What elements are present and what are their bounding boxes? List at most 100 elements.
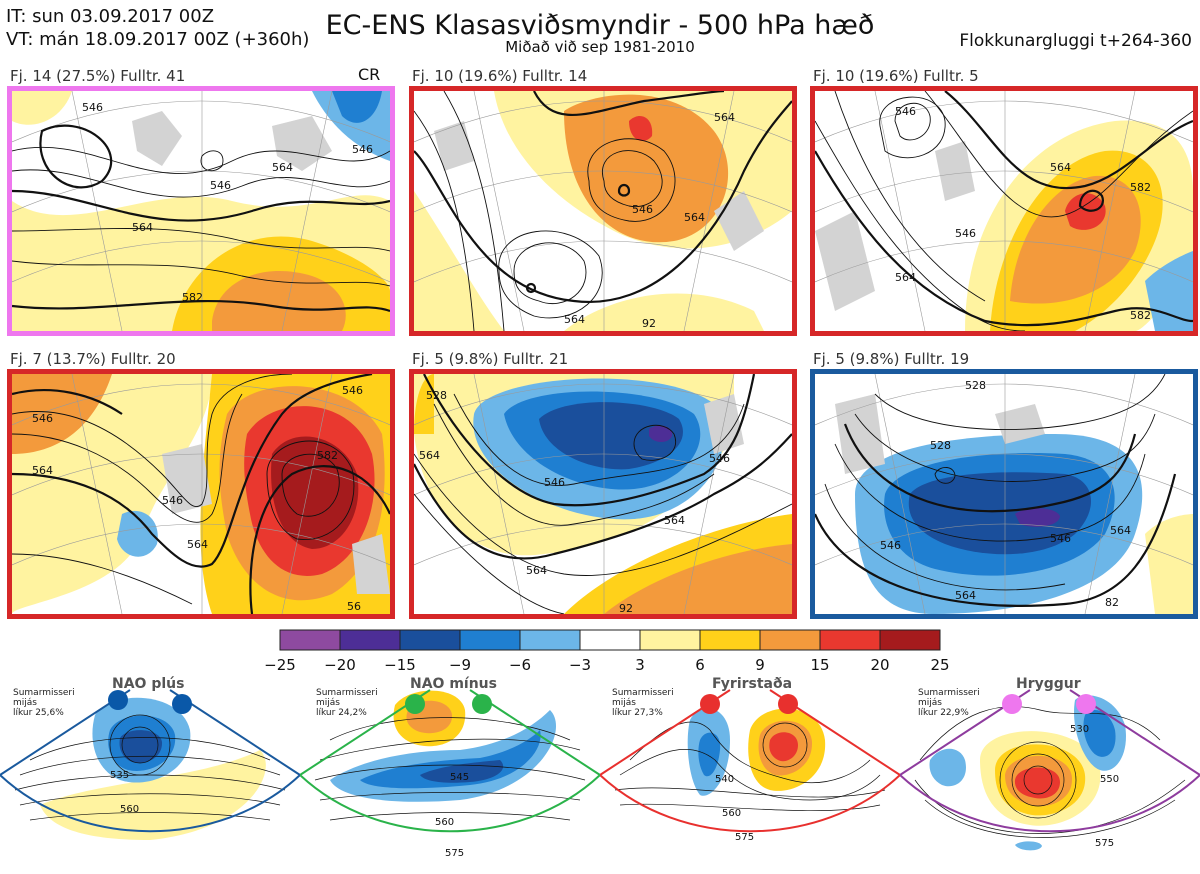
regime-text-1: Sumarmisseri <box>13 688 75 698</box>
contour-label: 546 <box>342 384 363 397</box>
contour-label: 582 <box>1130 181 1151 194</box>
colorbar-tick-label: −15 <box>384 656 416 674</box>
contour-label: 546 <box>1050 532 1071 545</box>
contour-label: 528 <box>965 379 986 392</box>
regime-title: NAO plús <box>112 676 185 692</box>
contour-label: 564 <box>1050 161 1071 174</box>
panel-label-6: Fj. 5 (9.8%) Fulltr. 19 <box>813 350 970 368</box>
regime-marker-dot <box>405 694 425 714</box>
regime-ridge[interactable]: 530 550 575 Hryggur Sumarmisseri mijás l… <box>899 630 1200 870</box>
contour-label: 564 <box>187 538 208 551</box>
contour-label: 575 <box>735 832 754 843</box>
panel-label-1: Fj. 14 (27.5%) Fulltr. 41 <box>10 67 186 85</box>
contour-label: 564 <box>1110 524 1131 537</box>
regime-text-2: mijás <box>316 698 340 708</box>
regime-2-svg: 545 560 575 <box>299 689 602 859</box>
cluster-map-5[interactable]: 528 546 564 564 546 564 92 <box>409 369 797 619</box>
regime-text-3: líkur 27,3% <box>612 708 663 718</box>
contour-label: 560 <box>435 817 454 828</box>
contour-label: 528 <box>930 439 951 452</box>
cluster-map-1[interactable]: 546 546 564 564 582 546 <box>7 86 395 336</box>
contour-label: 82 <box>1105 596 1119 609</box>
regime-text-1: Sumarmisseri <box>316 688 378 698</box>
map-5-svg: 528 546 564 564 546 564 92 <box>414 374 792 614</box>
panel-tag-cr: CR <box>358 65 381 84</box>
regime-title: Hryggur <box>1016 676 1081 692</box>
map-2-svg: 546 564 564 564 92 <box>414 91 792 331</box>
contour-label: 546 <box>544 476 565 489</box>
regime-title: Fyrirstaða <box>712 676 793 692</box>
cluster-map-6[interactable]: 528 528 546 546 564 564 82 <box>810 369 1198 619</box>
contour-label: 546 <box>955 227 976 240</box>
regime-text-1: Sumarmisseri <box>918 688 980 698</box>
contour-label: 546 <box>210 179 231 192</box>
contour-label: 550 <box>1100 774 1119 785</box>
contour-label: 540 <box>715 774 734 785</box>
valid-time: VT: mán 18.09.2017 00Z (+360h) <box>6 29 310 50</box>
contour-label: 560 <box>722 808 741 819</box>
regime-text-3: líkur 22,9% <box>918 708 969 718</box>
colorbar-tick-label: 15 <box>810 656 829 674</box>
regime-marker-dot <box>108 690 128 710</box>
colorbar-tick-label: −9 <box>449 656 471 674</box>
colorbar-tick-label: 9 <box>755 656 765 674</box>
contour-label: 582 <box>182 291 203 304</box>
regime-text-3: líkur 24,2% <box>316 708 367 718</box>
contour-label: 92 <box>619 602 633 614</box>
colorbar: −25 −20 −15 −9 −6 −3 3 6 9 15 20 25 <box>264 629 950 674</box>
contour-label: 564 <box>526 564 547 577</box>
regime-nao-minus[interactable]: 545 560 575 NAO mínus Sumarmisseri mijás… <box>299 630 602 870</box>
colorbar-tick-label: −3 <box>569 656 591 674</box>
page-subtitle: Miðað við sep 1981-2010 <box>505 38 695 56</box>
regime-1-svg: 535 560 <box>0 689 302 840</box>
regime-4-svg: 530 550 575 <box>899 689 1200 851</box>
contour-label: 582 <box>317 449 338 462</box>
classification-window: Flokkunargluggi t+264-360 <box>959 31 1192 51</box>
contour-label: 92 <box>642 317 656 330</box>
colorbar-tick-label: −20 <box>324 656 356 674</box>
contour-label: 528 <box>426 389 447 402</box>
contour-label: 546 <box>880 539 901 552</box>
colorbar-tick-label: 6 <box>695 656 705 674</box>
regime-text-1: Sumarmisseri <box>612 688 674 698</box>
regime-text-2: mijás <box>13 698 37 708</box>
regime-nao-plus[interactable]: 535 560 NAO plús Sumarmisseri mijás líku… <box>0 630 302 870</box>
contour-label: 564 <box>714 111 735 124</box>
cluster-map-2[interactable]: 546 564 564 564 92 <box>409 86 797 336</box>
contour-label: 546 <box>82 101 103 114</box>
cluster-map-4[interactable]: 546 546 564 546 582 564 56 <box>7 369 395 619</box>
contour-label: 575 <box>1095 838 1114 849</box>
panel-label-5: Fj. 5 (9.8%) Fulltr. 21 <box>412 350 569 368</box>
map-4-svg: 546 546 564 546 582 564 56 <box>12 374 390 614</box>
regime-marker-dot <box>700 694 720 714</box>
regime-marker-dot <box>1076 694 1096 714</box>
contour-label: 530 <box>1070 724 1089 735</box>
colorbar-tick-label: 25 <box>930 656 949 674</box>
panel-label-4: Fj. 7 (13.7%) Fulltr. 20 <box>10 350 176 368</box>
regime-text-2: mijás <box>612 698 636 708</box>
regime-blocking[interactable]: 540 560 575 Fyrirstaða Sumarmisseri mijá… <box>599 630 902 870</box>
regime-marker-dot <box>1002 694 1022 714</box>
contour-label: 564 <box>564 313 585 326</box>
contour-label: 564 <box>132 221 153 234</box>
panel-label-2: Fj. 10 (19.6%) Fulltr. 14 <box>412 67 588 85</box>
contour-label: 546 <box>632 203 653 216</box>
contour-label: 560 <box>120 804 139 815</box>
contour-label: 535 <box>110 770 129 781</box>
issue-time: IT: sun 03.09.2017 00Z <box>6 6 215 27</box>
colorbar-swatch <box>879 629 941 651</box>
regime-title: NAO mínus <box>410 676 497 692</box>
colorbar-tick-label: −6 <box>509 656 531 674</box>
contour-label: 564 <box>664 514 685 527</box>
map-6-svg: 528 528 546 546 564 564 82 <box>815 374 1193 614</box>
contour-label: 546 <box>895 105 916 118</box>
contour-label: 564 <box>32 464 53 477</box>
regime-marker-dot <box>172 694 192 714</box>
panel-label-3: Fj. 10 (19.6%) Fulltr. 5 <box>813 67 979 85</box>
contour-label: 564 <box>895 271 916 284</box>
regime-text-3: líkur 25,6% <box>13 708 64 718</box>
cluster-map-3[interactable]: 546 546 564 564 582 582 <box>810 86 1198 336</box>
contour-label: 546 <box>32 412 53 425</box>
contour-label: 564 <box>419 449 440 462</box>
regime-3-svg: 540 560 575 <box>599 689 902 843</box>
